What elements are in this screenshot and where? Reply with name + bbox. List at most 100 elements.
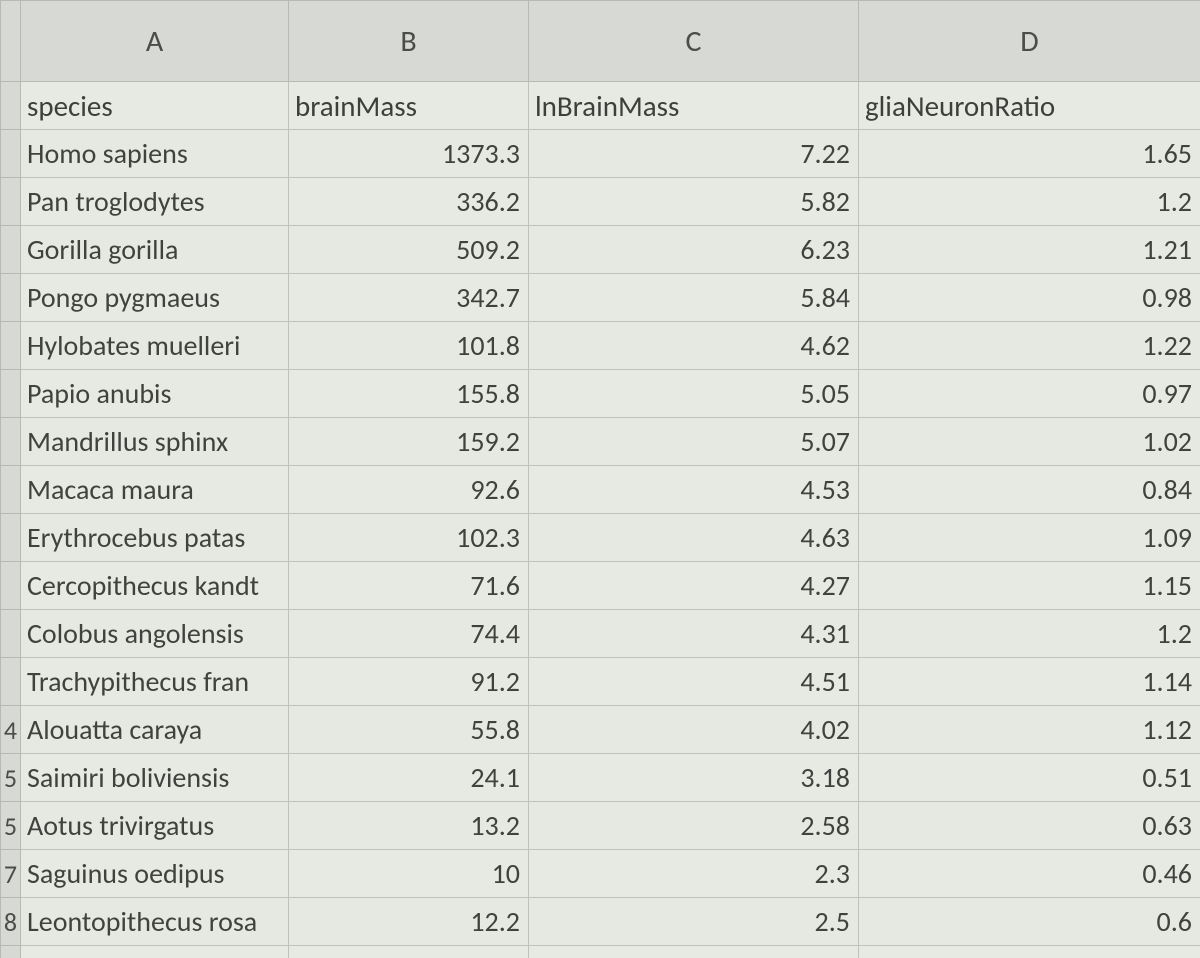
row-number[interactable]: [1, 178, 21, 226]
cell-species[interactable]: Papio anubis: [21, 370, 289, 418]
cell-species[interactable]: Macaca maura: [21, 466, 289, 514]
cell-brainMass[interactable]: 30: [289, 946, 529, 958]
col-header-B[interactable]: B: [289, 1, 529, 82]
cell-lnBrainMass[interactable]: 5.84: [529, 274, 859, 322]
row-number[interactable]: 4: [1, 706, 21, 754]
table-row[interactable]: 8Leontopithecus rosa12.22.50.6: [1, 898, 1200, 946]
cell-brainMass[interactable]: 74.4: [289, 610, 529, 658]
cell-species[interactable]: Trachypithecus fran: [21, 658, 289, 706]
cell-brainMass[interactable]: 10: [289, 850, 529, 898]
table-row[interactable]: 9Pithecia pithecia303.40.64: [1, 946, 1200, 958]
row-number[interactable]: 7: [1, 850, 21, 898]
row-number[interactable]: [1, 82, 21, 130]
spreadsheet-grid[interactable]: A B C D species brainMass lnBrainMass gl…: [0, 0, 1200, 958]
cell-lnBrainMass[interactable]: 3.4: [529, 946, 859, 958]
cell-gliaNeuronRatio[interactable]: 1.2: [859, 178, 1200, 226]
cell-lnBrainMass[interactable]: 5.07: [529, 418, 859, 466]
cell-lnBrainMass[interactable]: 4.51: [529, 658, 859, 706]
row-number[interactable]: 5: [1, 754, 21, 802]
header-lnBrainMass[interactable]: lnBrainMass: [529, 82, 859, 130]
cell-lnBrainMass[interactable]: 4.53: [529, 466, 859, 514]
row-number[interactable]: [1, 466, 21, 514]
table-row[interactable]: Pongo pygmaeus342.75.840.98: [1, 274, 1200, 322]
cell-lnBrainMass[interactable]: 6.23: [529, 226, 859, 274]
table-row[interactable]: 4Alouatta caraya55.84.021.12: [1, 706, 1200, 754]
table-row[interactable]: Trachypithecus fran91.24.511.14: [1, 658, 1200, 706]
cell-brainMass[interactable]: 91.2: [289, 658, 529, 706]
table-row[interactable]: Erythrocebus patas102.34.631.09: [1, 514, 1200, 562]
cell-lnBrainMass[interactable]: 2.58: [529, 802, 859, 850]
cell-brainMass[interactable]: 159.2: [289, 418, 529, 466]
cell-gliaNeuronRatio[interactable]: 0.6: [859, 898, 1200, 946]
cell-species[interactable]: Saguinus oedipus: [21, 850, 289, 898]
cell-lnBrainMass[interactable]: 4.27: [529, 562, 859, 610]
row-number[interactable]: [1, 658, 21, 706]
cell-lnBrainMass[interactable]: 4.31: [529, 610, 859, 658]
cell-gliaNeuronRatio[interactable]: 1.02: [859, 418, 1200, 466]
cell-gliaNeuronRatio[interactable]: 0.64: [859, 946, 1200, 958]
table-row[interactable]: Gorilla gorilla509.26.231.21: [1, 226, 1200, 274]
cell-species[interactable]: Colobus angolensis: [21, 610, 289, 658]
cell-lnBrainMass[interactable]: 3.18: [529, 754, 859, 802]
col-header-C[interactable]: C: [529, 1, 859, 82]
cell-lnBrainMass[interactable]: 2.5: [529, 898, 859, 946]
cell-brainMass[interactable]: 71.6: [289, 562, 529, 610]
table-row[interactable]: 5Aotus trivirgatus13.22.580.63: [1, 802, 1200, 850]
cell-gliaNeuronRatio[interactable]: 0.51: [859, 754, 1200, 802]
field-header-row[interactable]: species brainMass lnBrainMass gliaNeuron…: [1, 82, 1200, 130]
row-number[interactable]: [1, 274, 21, 322]
row-number[interactable]: [1, 226, 21, 274]
cell-lnBrainMass[interactable]: 7.22: [529, 130, 859, 178]
cell-species[interactable]: Pan troglodytes: [21, 178, 289, 226]
cell-gliaNeuronRatio[interactable]: 1.22: [859, 322, 1200, 370]
table-row[interactable]: Colobus angolensis74.44.311.2: [1, 610, 1200, 658]
cell-gliaNeuronRatio[interactable]: 1.65: [859, 130, 1200, 178]
cell-brainMass[interactable]: 102.3: [289, 514, 529, 562]
row-number[interactable]: [1, 322, 21, 370]
table-row[interactable]: 5Saimiri boliviensis24.13.180.51: [1, 754, 1200, 802]
row-number[interactable]: [1, 130, 21, 178]
row-number[interactable]: [1, 610, 21, 658]
cell-brainMass[interactable]: 12.2: [289, 898, 529, 946]
cell-brainMass[interactable]: 509.2: [289, 226, 529, 274]
cell-gliaNeuronRatio[interactable]: 0.46: [859, 850, 1200, 898]
table-row[interactable]: 7Saguinus oedipus102.30.46: [1, 850, 1200, 898]
cell-brainMass[interactable]: 336.2: [289, 178, 529, 226]
cell-species[interactable]: Homo sapiens: [21, 130, 289, 178]
cell-species[interactable]: Pithecia pithecia: [21, 946, 289, 958]
col-header-A[interactable]: A: [21, 1, 289, 82]
cell-lnBrainMass[interactable]: 2.3: [529, 850, 859, 898]
table-row[interactable]: Pan troglodytes336.25.821.2: [1, 178, 1200, 226]
cell-gliaNeuronRatio[interactable]: 0.97: [859, 370, 1200, 418]
cell-species[interactable]: Erythrocebus patas: [21, 514, 289, 562]
cell-brainMass[interactable]: 155.8: [289, 370, 529, 418]
cell-species[interactable]: Leontopithecus rosa: [21, 898, 289, 946]
row-number[interactable]: [1, 370, 21, 418]
cell-brainMass[interactable]: 101.8: [289, 322, 529, 370]
cell-gliaNeuronRatio[interactable]: 0.98: [859, 274, 1200, 322]
cell-gliaNeuronRatio[interactable]: 1.21: [859, 226, 1200, 274]
col-header-D[interactable]: D: [859, 1, 1200, 82]
cell-lnBrainMass[interactable]: 4.63: [529, 514, 859, 562]
cell-gliaNeuronRatio[interactable]: 1.14: [859, 658, 1200, 706]
cell-gliaNeuronRatio[interactable]: 1.12: [859, 706, 1200, 754]
cell-species[interactable]: Hylobates muelleri: [21, 322, 289, 370]
cell-gliaNeuronRatio[interactable]: 0.63: [859, 802, 1200, 850]
table-row[interactable]: Cercopithecus kandt71.64.271.15: [1, 562, 1200, 610]
cell-species[interactable]: Mandrillus sphinx: [21, 418, 289, 466]
cell-brainMass[interactable]: 24.1: [289, 754, 529, 802]
cell-brainMass[interactable]: 342.7: [289, 274, 529, 322]
cell-lnBrainMass[interactable]: 4.62: [529, 322, 859, 370]
cell-gliaNeuronRatio[interactable]: 1.09: [859, 514, 1200, 562]
cell-gliaNeuronRatio[interactable]: 1.2: [859, 610, 1200, 658]
table-row[interactable]: Papio anubis155.85.050.97: [1, 370, 1200, 418]
table-row[interactable]: Mandrillus sphinx159.25.071.02: [1, 418, 1200, 466]
cell-species[interactable]: Gorilla gorilla: [21, 226, 289, 274]
row-number[interactable]: 5: [1, 802, 21, 850]
cell-lnBrainMass[interactable]: 5.05: [529, 370, 859, 418]
cell-species[interactable]: Saimiri boliviensis: [21, 754, 289, 802]
table-row[interactable]: Hylobates muelleri101.84.621.22: [1, 322, 1200, 370]
cell-species[interactable]: Cercopithecus kandt: [21, 562, 289, 610]
select-all-corner[interactable]: [1, 1, 21, 82]
row-number[interactable]: [1, 514, 21, 562]
